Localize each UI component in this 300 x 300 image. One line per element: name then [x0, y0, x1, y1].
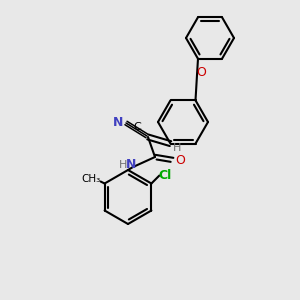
- Text: H: H: [173, 143, 182, 153]
- Text: O: O: [175, 154, 185, 166]
- Text: O: O: [196, 65, 206, 79]
- Text: C: C: [133, 122, 141, 132]
- Text: CH₃: CH₃: [81, 175, 100, 184]
- Text: Cl: Cl: [159, 169, 172, 182]
- Text: N: N: [126, 158, 136, 172]
- Text: N: N: [113, 116, 123, 128]
- Text: H: H: [119, 160, 127, 170]
